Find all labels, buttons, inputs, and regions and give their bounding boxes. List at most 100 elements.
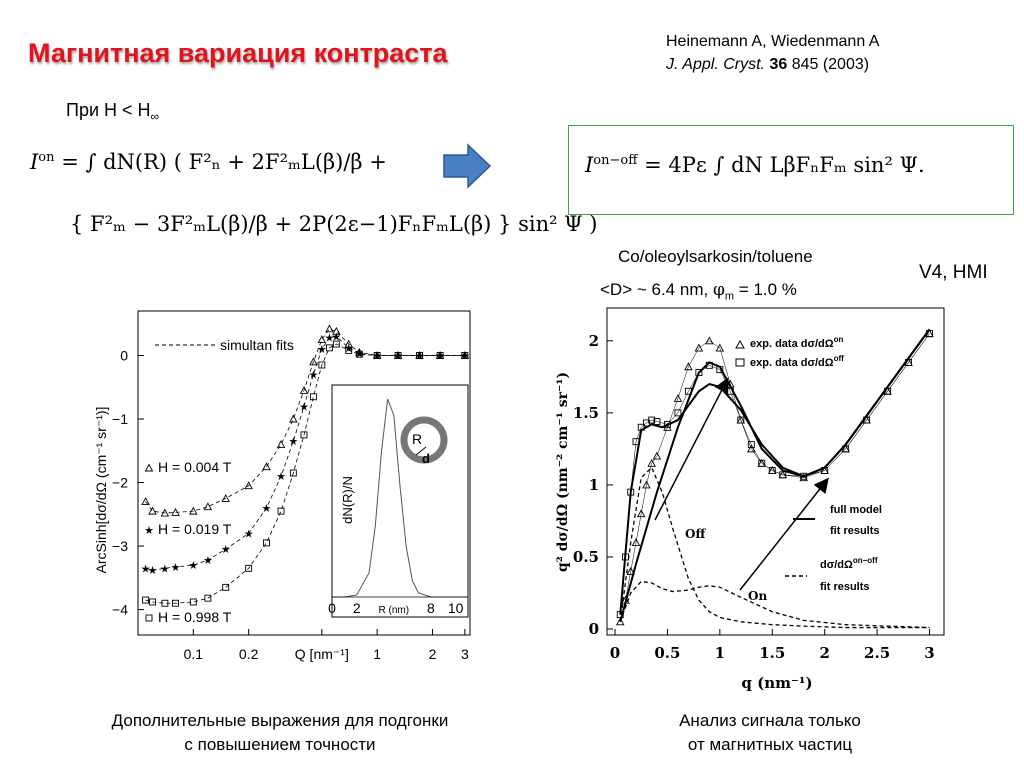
schematic-d-label: d	[422, 451, 430, 466]
data-point	[222, 583, 230, 591]
data-point	[705, 336, 714, 345]
data-point	[747, 441, 755, 449]
inset-x-tick-label: 0	[328, 600, 336, 616]
annotation-off: Off	[685, 527, 706, 541]
page-title: Магнитная вариация контраста	[28, 38, 448, 68]
data-point: ★	[435, 350, 445, 362]
inset-x-tick-label: 2	[353, 600, 361, 616]
inset-x-tick-label: R (nm)	[379, 605, 410, 616]
right-x-tick-label: 2	[819, 644, 829, 662]
legend-on-label: exp. data dσ/dΩon	[750, 335, 843, 350]
data-point	[648, 416, 656, 424]
data-point	[715, 343, 725, 352]
data-point: ★	[203, 555, 213, 567]
data-point	[631, 538, 641, 546]
data-point: ★	[171, 562, 181, 574]
right-y-tick-label: 1.5	[573, 404, 599, 422]
data-point	[245, 564, 253, 572]
data-point	[299, 385, 309, 394]
off-arrow	[654, 377, 729, 521]
sample-info: Co/oleoylsarkosin/toluene <D> ~ 6.4 nm, …	[600, 240, 813, 313]
right-legend: exp. data dσ/dΩon exp. data dσ/dΩoff ful…	[735, 335, 882, 593]
full-model-fit-curve	[619, 328, 931, 615]
field-condition: При H < H∞	[66, 100, 160, 124]
fit-curve	[145, 343, 465, 604]
data-point: ★	[317, 344, 327, 356]
particle-schematic: R d	[400, 416, 448, 466]
data-point	[332, 340, 340, 348]
equation-ion: Ion = ∫ dN(R) ( F²ₙ + 2F²ₘL(β)/β + { F²ₘ…	[30, 150, 597, 236]
data-point	[318, 361, 326, 369]
data-point	[160, 508, 170, 517]
left-x-tick-label: 2	[429, 646, 437, 662]
left-y-tick-label: −2	[112, 475, 128, 491]
left-y-tick-label: 0	[120, 347, 128, 363]
left-x-tick-label: 1	[373, 646, 381, 662]
data-point: ★	[299, 401, 309, 413]
data-point: ★	[393, 350, 403, 362]
data-point	[141, 497, 150, 506]
data-point	[768, 467, 776, 474]
data-point	[416, 352, 423, 359]
right-x-axis-label: q (nm⁻¹)	[741, 674, 812, 692]
right-y-tick-label: 0	[589, 620, 599, 638]
data-point: ★	[148, 565, 158, 577]
data-point	[189, 598, 197, 606]
left-x-tick-label: 0.2	[239, 646, 259, 662]
data-point	[289, 469, 297, 477]
data-point: ★	[331, 331, 341, 343]
equation-onoff: Ion−off = 4Pε ∫ dN LβFₙFₘ sin² Ψ.	[585, 153, 925, 177]
right-x-tick-label: 2.5	[864, 644, 890, 662]
reference: Heinemann A, Wiedenmann A J. Appl. Cryst…	[666, 30, 879, 76]
data-point: ★	[244, 528, 254, 540]
data-point	[694, 343, 704, 352]
data-point	[148, 506, 157, 515]
left-legend-label: H = 0.998 T	[158, 609, 232, 625]
on-arrow	[739, 477, 829, 591]
data-point	[161, 599, 169, 607]
data-point	[345, 346, 353, 354]
annotation-on: On	[748, 589, 767, 603]
data-point	[276, 439, 286, 448]
data-point	[204, 594, 212, 602]
data-point: ★	[262, 503, 272, 515]
legend-square-icon	[735, 358, 745, 367]
data-point	[373, 352, 381, 359]
data-point	[758, 459, 766, 467]
instrument-label: V4, HMI	[919, 262, 988, 283]
data-point	[652, 451, 662, 460]
left-chart: 0.1 0.2 Q [nm⁻¹] 1 2 30−1−2−3−4 ★★ ★ ★ ★ ★★★★★★★★…	[93, 310, 471, 662]
right-x-tick-label: 0.5	[654, 644, 680, 662]
left-x-tick-label: 3	[461, 646, 469, 662]
data-point: ★	[415, 350, 425, 362]
data-point: ★	[344, 343, 354, 355]
data-point	[325, 344, 333, 352]
data-point	[695, 369, 703, 376]
data-point: ★	[221, 544, 231, 556]
left-caption: Дополнительные выражения для подгонки с …	[111, 711, 449, 754]
legend-diff-1: dσ/dΩon−off	[820, 556, 878, 571]
inset-y-axis-label: dN(R)/N	[340, 476, 355, 524]
right-y-tick-label: 2	[589, 332, 599, 350]
equation-ion-line2: { F²ₘ − 3F²ₘL(β)/β + 2P(2ε−1)FₙFₘL(β) } …	[70, 212, 598, 236]
legend-full-model-2: fit results	[830, 525, 880, 537]
data-point	[674, 409, 682, 417]
right-y-tick-label: 0.5	[573, 548, 599, 566]
data-point	[277, 507, 285, 515]
arrow-icon	[443, 143, 492, 189]
right-caption: Анализ сигнала только от магнитных части…	[679, 711, 861, 754]
schematic-R-label: R	[412, 431, 422, 447]
data-point	[394, 352, 402, 359]
data-point	[172, 599, 179, 607]
data-point	[142, 596, 150, 604]
data-point: ★	[354, 349, 364, 361]
data-point	[799, 473, 808, 482]
difference-fit-curve	[619, 466, 930, 629]
inset-x-tick-label: 8	[427, 600, 435, 616]
left-x-tick-label: Q [nm⁻¹]	[295, 646, 349, 662]
data-point: ★	[372, 350, 382, 362]
data-point	[221, 493, 230, 502]
data-point	[203, 502, 213, 511]
reference-journal: J. Appl. Cryst. 36 845 (2003)	[666, 56, 870, 73]
left-x-tick-label: 0.1	[184, 646, 204, 662]
